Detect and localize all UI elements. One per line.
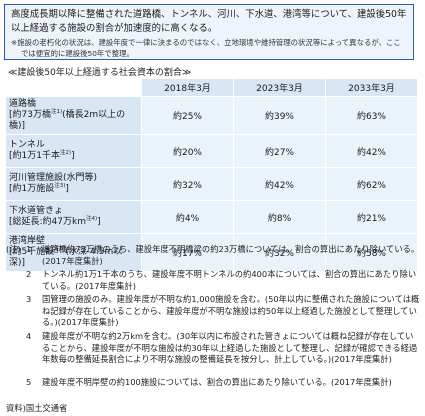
footnote-text: 建設年度が不明な約2万kmを含む。(30年以内に布設された管きょについては概ね記…	[42, 331, 418, 365]
row-desc: [約5千施設	[9, 247, 55, 257]
cell-2023: 約42%	[233, 167, 326, 201]
row-desc-tail: (水深-4.5m以深)]	[9, 247, 123, 268]
cell-2033: 約42%	[325, 134, 418, 168]
cell-2023: 約8%	[233, 200, 326, 234]
header-2018: 2018年3月	[141, 78, 234, 97]
table-row: 河川管理施設(水門等) [約1万施設注3)] 約32% 約42% 約62%	[5, 167, 418, 201]
row-desc-tail: ]	[97, 217, 101, 227]
row-label: トンネル [約1万1千本注2)]	[5, 134, 142, 168]
row-desc: [約1万1千本	[9, 151, 60, 161]
row-category: 港湾岸壁	[9, 236, 46, 246]
row-category: 下水道管きょ	[9, 206, 64, 216]
row-desc: [約73万橋	[9, 110, 51, 120]
cell-2018: 約32%	[141, 167, 234, 201]
row-category: トンネル	[9, 140, 45, 150]
cell-2033: 約63%	[325, 96, 418, 135]
footnotes-head: (注)	[6, 244, 21, 254]
row-note-ref: 注5)	[54, 246, 66, 252]
footnote-text: 国管理の施設のみ。建設年度が不明な約1,000施設を含む。(50年以内に整備され…	[42, 294, 420, 328]
row-desc-tail: ]	[65, 184, 69, 194]
header-2033: 2033年3月	[325, 78, 418, 97]
row-label: 河川管理施設(水門等) [約1万施設注3)]	[5, 167, 142, 201]
infrastructure-table: 2018年3月 2023年3月 2033年3月 道路橋 [約73万橋注1)(橋長…	[5, 78, 418, 272]
table-caption: ≪建設後50年以上経過する社会資本の割合≫	[8, 68, 192, 78]
cell-2033: 約58%	[325, 233, 418, 272]
row-label: 港湾岸壁 [約5千施設注5)(水深-4.5m以深)]	[5, 233, 142, 272]
table-row: 下水道管きょ [総延長:約47万km注4)] 約4% 約8% 約21%	[5, 200, 418, 234]
summary-note: ※施設の老朽化の状況は、建設年度で一律に決まるのではなく、立地環境や維持管理の状…	[11, 38, 401, 58]
cell-2033: 約62%	[325, 167, 418, 201]
header-blank	[5, 78, 142, 97]
row-note-ref: 注2)	[59, 150, 72, 156]
footnote-number: 2	[26, 269, 32, 279]
header-2023: 2023年3月	[233, 78, 326, 97]
row-label: 下水道管きょ [総延長:約47万km注4)]	[5, 200, 142, 234]
row-label: 道路橋 [約73万橋注1)(橋長2m以上の橋)]	[5, 96, 142, 135]
cell-2018: 約4%	[141, 200, 234, 234]
table-row: 港湾岸壁 [約5千施設注5)(水深-4.5m以深)] 約17% 約32% 約58…	[5, 233, 418, 272]
table-row: トンネル [約1万1千本注2)] 約20% 約27% 約42%	[5, 134, 418, 168]
source-credit: 資料)国土交通省	[6, 403, 68, 413]
table-row: 道路橋 [約73万橋注1)(橋長2m以上の橋)] 約25% 約39% 約63%	[5, 96, 418, 135]
footnote-number: 1	[26, 244, 32, 254]
row-category: 道路橋	[9, 99, 37, 109]
row-note-ref: 注4)	[85, 216, 98, 222]
row-desc: [約1万施設	[9, 184, 55, 194]
cell-2023: 約32%	[233, 233, 326, 272]
cell-2018: 約25%	[141, 96, 234, 135]
cell-2018: 約20%	[141, 134, 234, 168]
footnote-text: トンネル約1万1千本のうち、建設年度不明トンネルの約400本については、割合の算…	[42, 269, 417, 291]
row-category: 河川管理施設(水門等)	[9, 173, 98, 183]
footnote-number: 5	[26, 377, 32, 387]
summary-box: 高度成長期以降に整備された道路橋、トンネル、河川、下水道、港湾等について、建設後…	[4, 4, 414, 60]
cell-2023: 約39%	[233, 96, 326, 135]
footnote-text: 道路橋約73万橋のうち、建設年度不明橋梁の約23万橋については、割合の算出にあた…	[42, 244, 420, 266]
row-desc-tail: ]	[71, 151, 75, 161]
row-desc-tail: (橋長2m以上の橋)]	[9, 110, 126, 131]
row-note-ref: 注3)	[54, 183, 66, 189]
footnote-number: 3	[26, 294, 32, 304]
summary-text: 高度成長期以降に整備された道路橋、トンネル、河川、下水道、港湾等について、建設後…	[11, 9, 407, 34]
row-note-ref: 注1)	[50, 109, 63, 115]
cell-2023: 約27%	[233, 134, 326, 168]
row-desc: [総延長:約47万km	[9, 217, 86, 227]
footnote-text: 建設年度不明岸壁の約100施設については、割合の算出にあたり除いている。(201…	[42, 377, 392, 387]
table-header-row: 2018年3月 2023年3月 2033年3月	[5, 78, 418, 97]
cell-2033: 約21%	[325, 200, 418, 234]
footnote-number: 4	[26, 331, 32, 341]
cell-2018: 約17%	[141, 233, 234, 272]
